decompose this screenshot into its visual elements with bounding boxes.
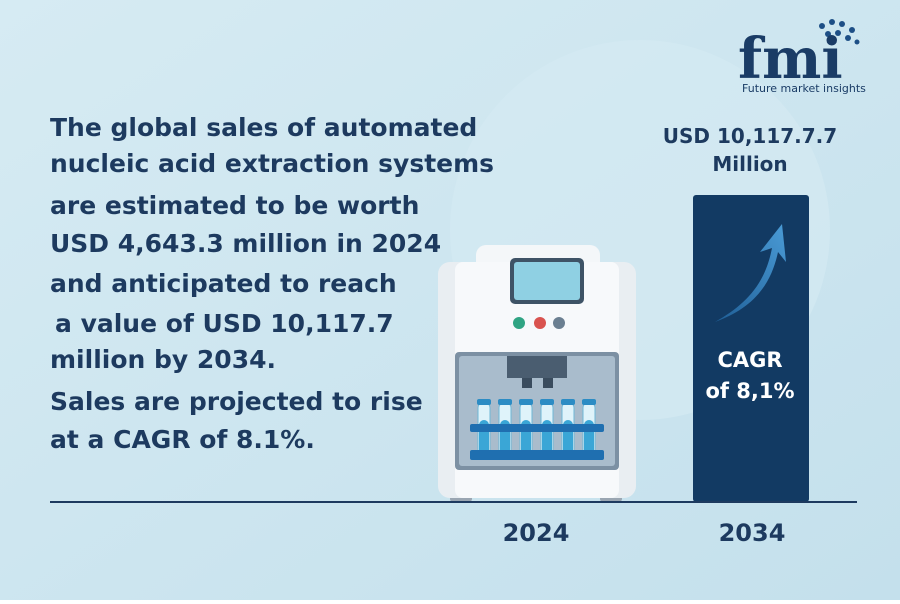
logo-tagline: Future market insights bbox=[742, 82, 866, 95]
machine bbox=[438, 245, 636, 502]
growth-arrow bbox=[715, 224, 786, 322]
summary-line: USD 4,643.3 million in 2024 bbox=[50, 229, 441, 258]
summary-line: a value of USD 10,117.7 bbox=[55, 309, 394, 338]
summary-line: million by 2034. bbox=[50, 345, 276, 374]
bar-label: USD 10,117.7.7 bbox=[663, 124, 837, 148]
tube-cap bbox=[540, 399, 554, 405]
logo-name: fmi bbox=[738, 26, 843, 92]
summary-line: The global sales of automated bbox=[50, 113, 477, 142]
cagr-label: of 8,1% bbox=[705, 379, 794, 403]
summary-line: nucleic acid extraction systems bbox=[50, 149, 494, 178]
year-label: 2034 bbox=[719, 519, 786, 547]
logo-dots bbox=[819, 19, 860, 45]
summary-line: Sales are projected to rise bbox=[50, 387, 423, 416]
bar bbox=[693, 195, 809, 502]
logo: fmi Future market insights bbox=[738, 19, 866, 95]
tube-cap bbox=[477, 399, 491, 405]
summary: The global sales of automated nucleic aci… bbox=[50, 113, 494, 454]
year-label: 2024 bbox=[503, 519, 570, 547]
tube-cap bbox=[561, 399, 575, 405]
summary-line: and anticipated to reach bbox=[50, 269, 397, 298]
summary-line: are estimated to be worth bbox=[50, 191, 419, 220]
tube-cap bbox=[582, 399, 596, 405]
bar-label: Million bbox=[712, 152, 787, 176]
summary-line: at a CAGR of 8.1%. bbox=[50, 425, 315, 454]
tube-cap bbox=[498, 399, 512, 405]
cagr-label: CAGR bbox=[717, 348, 782, 372]
tube-cap bbox=[519, 399, 533, 405]
